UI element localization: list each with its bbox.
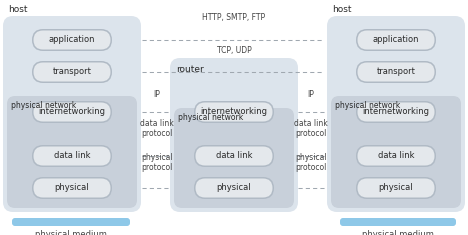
FancyBboxPatch shape bbox=[7, 96, 137, 208]
FancyBboxPatch shape bbox=[194, 177, 274, 199]
FancyBboxPatch shape bbox=[358, 102, 434, 121]
Text: data link: data link bbox=[216, 152, 252, 161]
FancyBboxPatch shape bbox=[34, 179, 110, 197]
FancyBboxPatch shape bbox=[358, 146, 434, 165]
FancyBboxPatch shape bbox=[194, 101, 274, 123]
Text: IP: IP bbox=[307, 90, 314, 99]
Text: physical medium: physical medium bbox=[362, 230, 434, 235]
Text: router: router bbox=[176, 66, 204, 74]
Text: physical: physical bbox=[379, 184, 413, 192]
Text: data link: data link bbox=[378, 152, 414, 161]
FancyBboxPatch shape bbox=[34, 63, 110, 82]
Text: host: host bbox=[8, 5, 28, 14]
FancyBboxPatch shape bbox=[32, 101, 112, 123]
FancyBboxPatch shape bbox=[356, 61, 436, 83]
Text: IP: IP bbox=[154, 90, 161, 99]
FancyBboxPatch shape bbox=[174, 108, 294, 208]
Text: transport: transport bbox=[52, 67, 91, 77]
FancyBboxPatch shape bbox=[331, 96, 461, 208]
FancyBboxPatch shape bbox=[34, 102, 110, 121]
Text: physical: physical bbox=[217, 184, 251, 192]
Text: internetworking: internetworking bbox=[200, 107, 268, 117]
Text: internetworking: internetworking bbox=[38, 107, 105, 117]
Text: physical
protocol: physical protocol bbox=[295, 153, 327, 172]
FancyBboxPatch shape bbox=[358, 31, 434, 50]
Text: data link: data link bbox=[54, 152, 90, 161]
FancyBboxPatch shape bbox=[356, 101, 436, 123]
Text: physical network: physical network bbox=[178, 114, 243, 122]
Text: application: application bbox=[49, 35, 95, 44]
FancyBboxPatch shape bbox=[358, 179, 434, 197]
FancyBboxPatch shape bbox=[32, 145, 112, 167]
FancyBboxPatch shape bbox=[32, 177, 112, 199]
FancyBboxPatch shape bbox=[194, 145, 274, 167]
FancyBboxPatch shape bbox=[196, 146, 272, 165]
Text: data link
protocol: data link protocol bbox=[294, 119, 328, 138]
FancyBboxPatch shape bbox=[358, 63, 434, 82]
FancyBboxPatch shape bbox=[327, 16, 465, 212]
FancyBboxPatch shape bbox=[340, 218, 456, 226]
FancyBboxPatch shape bbox=[34, 31, 110, 50]
Text: transport: transport bbox=[377, 67, 416, 77]
Text: physical: physical bbox=[55, 184, 89, 192]
FancyBboxPatch shape bbox=[356, 177, 436, 199]
Text: physical network: physical network bbox=[335, 102, 400, 110]
FancyBboxPatch shape bbox=[356, 145, 436, 167]
Text: application: application bbox=[373, 35, 419, 44]
FancyBboxPatch shape bbox=[3, 16, 141, 212]
Text: host: host bbox=[332, 5, 351, 14]
Text: HTTP, SMTP, FTP: HTTP, SMTP, FTP bbox=[203, 13, 265, 22]
FancyBboxPatch shape bbox=[196, 102, 272, 121]
FancyBboxPatch shape bbox=[196, 179, 272, 197]
FancyBboxPatch shape bbox=[34, 146, 110, 165]
FancyBboxPatch shape bbox=[170, 58, 298, 212]
Text: physical network: physical network bbox=[11, 102, 76, 110]
Text: TCP, UDP: TCP, UDP bbox=[217, 46, 251, 55]
FancyBboxPatch shape bbox=[12, 218, 130, 226]
Text: physical medium: physical medium bbox=[35, 230, 107, 235]
FancyBboxPatch shape bbox=[32, 61, 112, 83]
FancyBboxPatch shape bbox=[32, 29, 112, 51]
Text: data link
protocol: data link protocol bbox=[140, 119, 174, 138]
FancyBboxPatch shape bbox=[356, 29, 436, 51]
Text: physical
protocol: physical protocol bbox=[141, 153, 173, 172]
Text: internetworking: internetworking bbox=[363, 107, 430, 117]
